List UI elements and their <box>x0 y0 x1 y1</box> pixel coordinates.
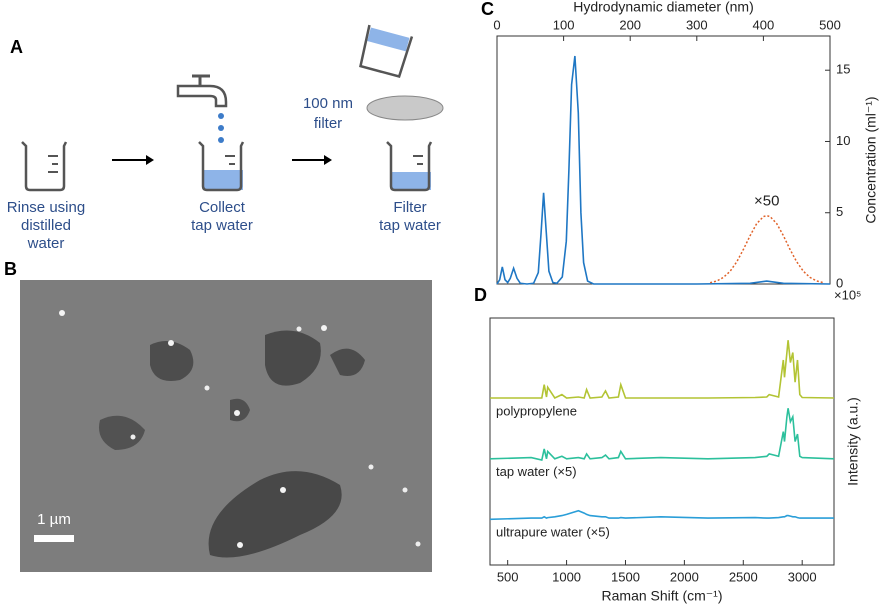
y-axis-title: Concentration (ml⁻¹) <box>863 96 879 223</box>
y-multiplier: ×10⁵ <box>834 287 861 302</box>
beaker-1 <box>21 141 68 192</box>
x-tick-label: 1500 <box>611 569 640 584</box>
y-tick-label: 15 <box>836 62 850 77</box>
x-tick-label: 400 <box>753 17 775 32</box>
step-label: Filter <box>393 199 426 216</box>
x-tick-label: 1000 <box>552 569 581 584</box>
x-axis-title: Hydrodynamic diameter (nm) <box>573 0 754 15</box>
annotation: ×50 <box>754 193 779 210</box>
y-tick-label: 5 <box>836 204 843 219</box>
x-tick-label: 500 <box>497 569 519 584</box>
scale-bar-label: 1 µm <box>37 511 71 528</box>
filter <box>366 95 444 121</box>
filter-label: filter <box>314 115 342 132</box>
tap <box>176 74 228 143</box>
step-label: tap water <box>379 217 441 234</box>
y-tick-label: 0 <box>836 275 843 290</box>
sem-image <box>20 280 432 572</box>
step-label: distilled <box>21 217 71 234</box>
tilted-beaker <box>359 24 414 79</box>
y-tick-label: 10 <box>836 133 850 148</box>
series-line <box>496 55 831 285</box>
panel-letter: D <box>474 285 487 305</box>
y-axis-title: Intensity (a.u.) <box>845 397 861 486</box>
arrow <box>292 155 332 165</box>
x-tick-label: 100 <box>553 17 575 32</box>
beaker-3 <box>386 141 433 192</box>
panel-letter: C <box>481 0 494 19</box>
x-axis-title: Raman Shift (cm⁻¹) <box>602 588 723 604</box>
x-tick-label: 200 <box>619 17 641 32</box>
x-tick-label: 500 <box>819 17 841 32</box>
series-label: tap water (×5) <box>496 464 577 479</box>
step-label: Collect <box>199 199 246 216</box>
panel-letter: A <box>10 37 23 57</box>
x-tick-label: 3000 <box>788 569 817 584</box>
series-line <box>489 408 835 461</box>
panel-letter: B <box>4 259 17 279</box>
x-tick-label: 2500 <box>729 569 758 584</box>
x-tick-label: 2000 <box>670 569 699 584</box>
series-label: ultrapure water (×5) <box>496 525 610 540</box>
series-line <box>709 214 824 284</box>
plot-frame <box>489 317 835 566</box>
series-line <box>490 340 835 400</box>
series-label: polypropylene <box>496 403 577 418</box>
x-tick-label: 0 <box>493 17 500 32</box>
step-label: tap water <box>191 217 253 234</box>
step-label: water <box>27 235 65 252</box>
step-label: Rinse using <box>7 199 85 216</box>
beaker-2 <box>198 141 245 192</box>
series-line <box>489 509 834 521</box>
filter-label: 100 nm <box>303 95 353 112</box>
arrow <box>112 155 154 165</box>
x-tick-label: 300 <box>686 17 708 32</box>
